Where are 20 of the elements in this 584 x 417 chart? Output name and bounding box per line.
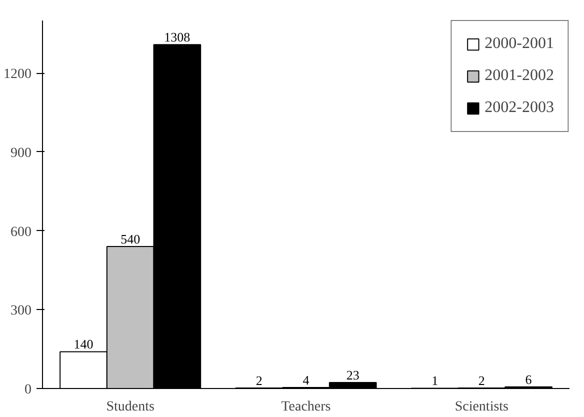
legend-label: 2001-2002 (484, 67, 554, 85)
data-label: 140 (74, 336, 94, 352)
y-tick-label: 600 (10, 224, 32, 240)
data-label: 2 (256, 372, 262, 388)
data-label: 540 (120, 232, 140, 247)
y-tick-label: 900 (10, 146, 32, 161)
legend-label: 2002-2003 (484, 99, 554, 117)
y-tick-label: 0 (24, 382, 32, 398)
data-label: 6 (525, 372, 532, 387)
x-tick-label: Scientists (454, 400, 509, 414)
y-tick-label: 1200 (4, 67, 32, 82)
x-tick-label: Students (106, 400, 154, 414)
y-tick-label: 300 (10, 304, 32, 319)
data-label: 23 (346, 367, 360, 382)
data-label: 1 (432, 373, 438, 388)
data-label: 4 (302, 372, 310, 388)
legend-label: 2000-2001 (484, 35, 554, 53)
data-label: 2 (478, 372, 485, 388)
x-tick-label: Teachers (281, 400, 331, 414)
data-label: 1308 (164, 30, 190, 45)
